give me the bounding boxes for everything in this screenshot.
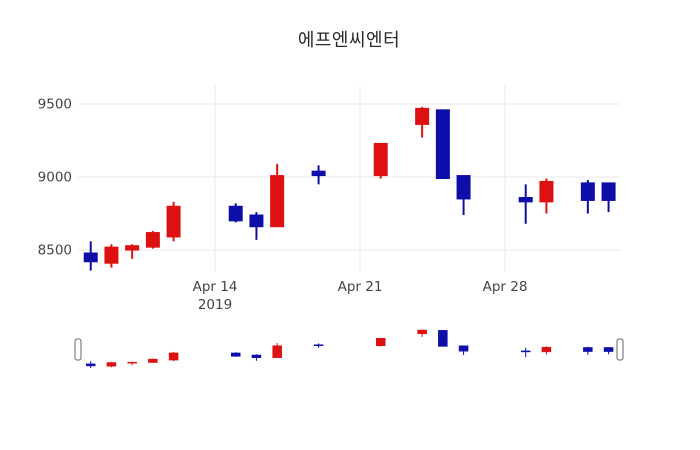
rangeslider-track[interactable] (78, 329, 620, 369)
mini-candle-body (251, 354, 262, 358)
mini-candle-body (127, 361, 137, 364)
candle-body[interactable] (415, 107, 430, 125)
candle-body[interactable] (145, 232, 160, 248)
mini-candle-body (541, 346, 552, 353)
y-tick-label: 9500 (38, 96, 72, 112)
y-tick-label: 9000 (38, 170, 72, 186)
candle-body[interactable] (125, 245, 140, 251)
candle-body[interactable] (518, 196, 533, 203)
x-tick-sublabel: 2019 (198, 297, 232, 313)
mini-candle-body (458, 345, 469, 352)
chart-title: 에프엔씨엔터 (297, 30, 401, 51)
candle-body[interactable] (435, 109, 450, 179)
candle-body[interactable] (601, 182, 616, 201)
x-tick-label: Apr 28 (483, 279, 528, 295)
x-tick-label: Apr 21 (338, 279, 383, 295)
candle-body[interactable] (539, 180, 554, 203)
candle-body[interactable] (228, 205, 243, 222)
candle-body[interactable] (166, 205, 181, 238)
candle-body[interactable] (311, 170, 326, 177)
mini-candle-body (417, 329, 427, 335)
candle-body[interactable] (249, 214, 264, 228)
candle-body[interactable] (83, 252, 98, 263)
mini-candle-body (230, 352, 241, 357)
x-tick-label: Apr 14 (193, 279, 238, 295)
rangeslider-handle-right[interactable] (616, 338, 624, 361)
candle-body[interactable] (104, 246, 119, 264)
mini-candle-body (272, 345, 282, 358)
mini-candle-body (148, 358, 158, 363)
candle-body[interactable] (456, 175, 471, 200)
mini-candle-body (520, 350, 531, 353)
mini-candle-body (106, 362, 117, 367)
rangeslider-handle-left[interactable] (74, 338, 82, 361)
y-tick-label: 8500 (38, 243, 72, 259)
candle-body[interactable] (580, 182, 595, 201)
mini-candle-body (168, 352, 179, 361)
candle-body[interactable] (373, 142, 388, 177)
candle-body[interactable] (270, 175, 285, 228)
mini-candle-body (603, 347, 614, 352)
mini-candle-body (583, 347, 593, 352)
mini-candle-body (313, 344, 324, 347)
mini-candle-body (85, 363, 96, 367)
mini-candle-body (438, 330, 448, 347)
mini-candle-body (375, 337, 386, 347)
